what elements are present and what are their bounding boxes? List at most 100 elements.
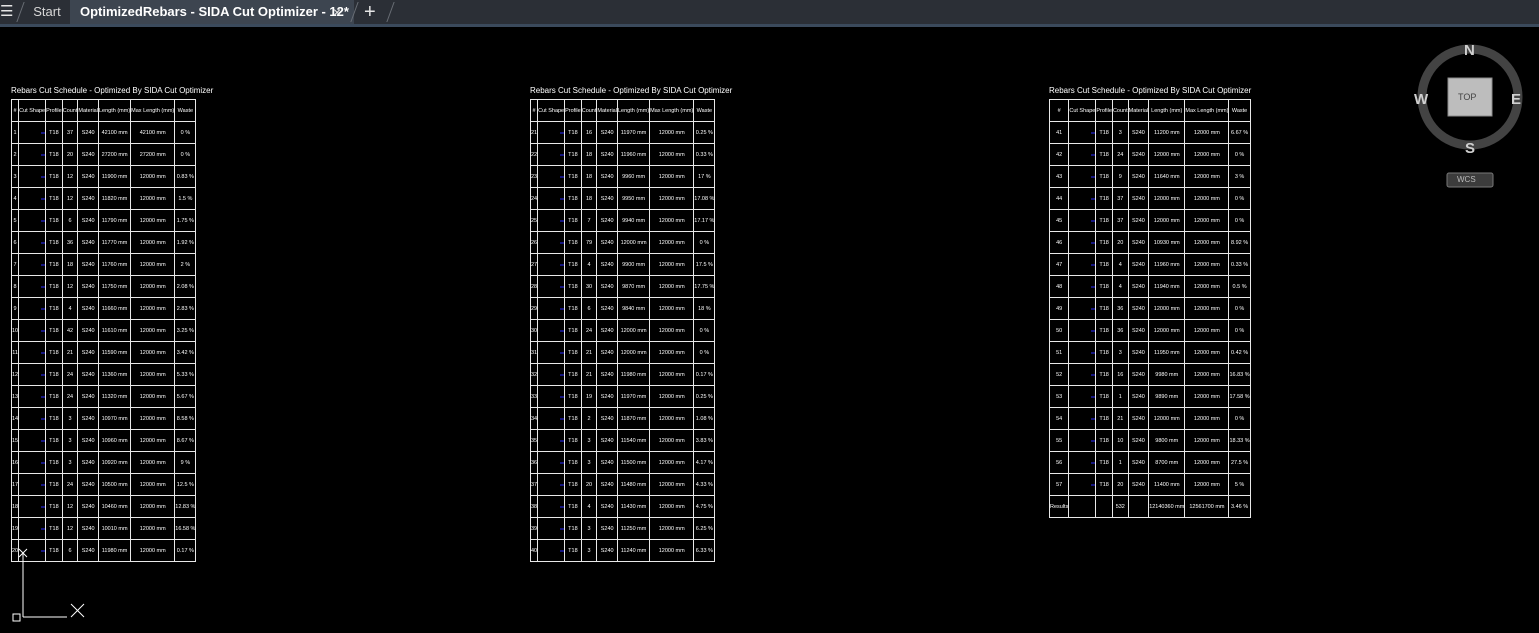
tab-active-drawing[interactable]: OptimizedRebars - SIDA Cut Optimizer - 1…: [70, 0, 354, 24]
table-row[interactable]: 17 10500mm 1500mm T18 24 S240 10500 mm 12000 mm…: [10, 473, 197, 496]
profile-cell: T18: [1095, 407, 1113, 430]
cut-shape: 9900mm 2100mm: [537, 253, 566, 276]
profile-cell: T18: [564, 429, 582, 452]
table-row[interactable]: 48 7040mm 4900mm 60mm T18 4 S240 11940 mm 12000 …: [1048, 275, 1251, 298]
table-row[interactable]: 20 9980mm 2000mm 20mm T18 6 S240 11980 mm 12000 …: [10, 539, 197, 562]
table-row[interactable]: 10 11610mm 390mm T18 42 S240 11610 mm 12000 mm 3…: [10, 319, 197, 342]
max-length-cell: 12000 mm: [1184, 275, 1230, 298]
table-row[interactable]: 3 11900mm 100mm T18 12 S240 11900 mm 12000 mm 0.…: [10, 165, 197, 188]
count-cell: 24: [61, 473, 79, 496]
table-row[interactable]: 29 9840mm 2160mm T18 6 S240 9840 mm 12000 mm 18 …: [529, 297, 716, 320]
table-row[interactable]: 22 9960mm 2000mm 40mm T18 18 S240 11960 mm 12000…: [529, 143, 716, 166]
cut-shape: 11590mm 410mm: [18, 341, 47, 364]
profile-cell: T18: [45, 473, 63, 496]
max-length-cell: 12000 mm: [649, 539, 695, 562]
table-row[interactable]: 1 42100mm T18 37 S240 42100 mm 42100 mm 0 %: [10, 121, 197, 144]
wcs-menu[interactable]: WCS: [1457, 175, 1476, 184]
table-row[interactable]: 28 9870mm 2130mm T18 30 S240 9870 mm 12000 mm 17…: [529, 275, 716, 298]
max-length-cell: 12000 mm: [1184, 253, 1230, 276]
view-cube-top-face[interactable]: TOP: [1458, 92, 1477, 102]
max-length-cell: 12000 mm: [1184, 231, 1230, 254]
table-row[interactable]: 15 10960mm 1040mm T18 3 S240 10960 mm 12000 mm 8…: [10, 429, 197, 452]
table-row[interactable]: 41 9000mm 2200mm 800mm T18 3 S240 11200 mm 12000…: [1048, 121, 1251, 144]
table-row[interactable]: 55 4900mm 4900mm 2200mm T18 10 S240 9800 mm 1200…: [1048, 429, 1251, 452]
table-row[interactable]: 52 4990mm 4990mm 2020mm T18 16 S240 9980 mm 1200…: [1048, 363, 1251, 386]
results-length: 12140360 mm: [1148, 495, 1186, 518]
table-row[interactable]: 9 11660mm 340mm T18 4 S240 11660 mm 12000 mm 2.8…: [10, 297, 197, 320]
count-cell: 3: [61, 451, 79, 474]
table-row[interactable]: 51 6950mm 4900mm 50mm T18 3 S240 11950 mm 12000 …: [1048, 341, 1251, 364]
profile-cell: T18: [564, 363, 582, 386]
length-cell: 9840 mm: [616, 297, 651, 320]
table-row[interactable]: 35 9340mm 2200mm 460mm T18 3 S240 11540 mm 12000…: [529, 429, 716, 452]
table-row[interactable]: 8 11750mm 250mm T18 12 S240 11750 mm 12000 mm 2.…: [10, 275, 197, 298]
table-row[interactable]: 2 27200mm T18 20 S240 27200 mm 27200 mm 0 %: [10, 143, 197, 166]
row-number: 57: [1048, 473, 1070, 496]
table-row[interactable]: 54 4900mm 4900mm 2200mm T18 21 S240 12000 mm 120…: [1048, 407, 1251, 430]
table-row[interactable]: 30 9830mm 2170mm T18 24 S240 12000 mm 12000 mm 0…: [529, 319, 716, 342]
table-row[interactable]: 21 9970mm 2000mm 30mm T18 16 S240 11970 mm 12000…: [529, 121, 716, 144]
table-row[interactable]: 5 11790mm 210mm T18 6 S240 11790 mm 12000 mm 1.7…: [10, 209, 197, 232]
table-row[interactable]: 46 7130mm 3800mm 1070mm T18 20 S240 10930 mm 120…: [1048, 231, 1251, 254]
table-row[interactable]: 40 9040mm 2200mm 760mm T18 3 S240 11240 mm 12000…: [529, 539, 716, 562]
material-cell: S240: [596, 407, 618, 430]
table-row[interactable]: 7 11760mm 240mm T18 18 S240 11760 mm 12000 mm 2 …: [10, 253, 197, 276]
table-row[interactable]: 27 9900mm 2100mm T18 4 S240 9900 mm 12000 mm 17.…: [529, 253, 716, 276]
material-cell: S240: [596, 143, 618, 166]
table-row[interactable]: 34 9670mm 2200mm 130mm T18 2 S240 11870 mm 12000…: [529, 407, 716, 430]
compass-west[interactable]: W: [1414, 91, 1429, 108]
table-row[interactable]: 14 10970mm 1030mm T18 3 S240 10970 mm 12000 mm 8…: [10, 407, 197, 430]
max-length-cell: 12000 mm: [130, 363, 176, 386]
count-cell: 4: [61, 297, 79, 320]
table-row[interactable]: 44 7770mm 4230mm T18 37 S240 12000 mm 12000 mm 0…: [1048, 187, 1251, 210]
table-row[interactable]: 43 7840mm 3800mm 360mm T18 9 S240 11640 mm 12000…: [1048, 165, 1251, 188]
table-row[interactable]: 38 9230mm 2200mm 570mm T18 4 S240 11430 mm 12000…: [529, 495, 716, 518]
row-number: 44: [1048, 187, 1070, 210]
table-row[interactable]: 57 3800mm 3800mm 3800mm 600mm T18 20 S240 11400 …: [1048, 473, 1251, 496]
max-length-cell: 12000 mm: [649, 275, 695, 298]
table-row[interactable]: 19 10010mm 1990mm T18 12 S240 10010 mm 12000 mm…: [10, 517, 197, 540]
column-header: Material: [77, 99, 99, 122]
table-row[interactable]: 23 9960mm 2040mm T18 18 S240 9960 mm 12000 mm 17…: [529, 165, 716, 188]
table-row[interactable]: 25 9940mm 2060mm T18 7 S240 9940 mm 12000 mm 17.…: [529, 209, 716, 232]
table-row[interactable]: 4 11820mm 180mm T18 12 S240 11820 mm 12000 mm 1.…: [10, 187, 197, 210]
waste-cell: 1.75 %: [174, 209, 197, 232]
table-row[interactable]: 37 9280mm 2200mm 520mm T18 20 S240 11480 mm 1200…: [529, 473, 716, 496]
compass-north[interactable]: N: [1464, 42, 1475, 59]
table-row[interactable]: 49 7010mm 4990mm T18 36 S240 12000 mm 12000 mm 0…: [1048, 297, 1251, 320]
count-cell: 20: [580, 473, 598, 496]
compass-east[interactable]: E: [1511, 91, 1522, 108]
schedule-title: Rebars Cut Schedule - Optimized By SIDA …: [1049, 86, 1252, 95]
table-row[interactable]: 13 11320mm 680mm T18 24 S240 11320 mm 12000 mm 5…: [10, 385, 197, 408]
table-row[interactable]: 47 7060mm 4900mm 40mm T18 4 S240 11960 mm 12000 …: [1048, 253, 1251, 276]
compass-south[interactable]: S: [1465, 140, 1476, 157]
table-row[interactable]: 6 11770mm 230mm T18 36 S240 11770 mm 12000 mm 1.…: [10, 231, 197, 254]
table-row[interactable]: 39 9050mm 2200mm 750mm T18 3 S240 11250 mm 12000…: [529, 517, 716, 540]
table-row[interactable]: 31 9680mm 2320mm T18 21 S240 12000 mm 12000 mm 0…: [529, 341, 716, 364]
table-row[interactable]: 56 4900mm 3800mm 3300mm T18 1 S240 8700 mm 12000…: [1048, 451, 1251, 474]
new-tab-icon[interactable]: +: [364, 1, 376, 23]
view-cube[interactable]: N S E W TOP WCS: [1414, 40, 1539, 200]
table-row[interactable]: 36 9300mm 2200mm 500mm T18 3 S240 11500 mm 12000…: [529, 451, 716, 474]
close-tab-icon[interactable]: ×: [333, 4, 342, 20]
menu-icon[interactable]: ☰: [0, 3, 14, 20]
table-row[interactable]: 26 9920mm 2080mm T18 79 S240 12000 mm 12000 mm 0…: [529, 231, 716, 254]
table-row[interactable]: 45 7190mm 4810mm T18 37 S240 12000 mm 12000 mm 0…: [1048, 209, 1251, 232]
count-cell: 24: [580, 319, 598, 342]
table-row[interactable]: 18 10460mm 1540mm T18 12 S240 10460 mm 12000 mm…: [10, 495, 197, 518]
row-number: 55: [1048, 429, 1070, 452]
table-row[interactable]: 42 8140mm 3860mm T18 24 S240 12000 mm 12000 mm 0…: [1048, 143, 1251, 166]
table-row[interactable]: 24 9950mm 2050mm T18 18 S240 9950 mm 12000 mm 17…: [529, 187, 716, 210]
table-row[interactable]: 16 10920mm 1080mm T18 3 S240 10920 mm 12000 mm 9…: [10, 451, 197, 474]
row-number: 18: [10, 495, 20, 518]
table-row[interactable]: 32 9680mm 2300mm 20mm T18 21 S240 11980 mm 12000…: [529, 363, 716, 386]
table-row[interactable]: 11 11590mm 410mm T18 21 S240 11590 mm 12000 mm 3…: [10, 341, 197, 364]
table-row[interactable]: 12 11360mm 640mm T18 24 S240 11360 mm 12000 mm 5…: [10, 363, 197, 386]
tab-start[interactable]: Start: [33, 4, 61, 19]
table-row[interactable]: 50 6980mm 5020mm T18 36 S240 12000 mm 12000 mm 0…: [1048, 319, 1251, 342]
table-row[interactable]: 33 9670mm 2300mm 30mm T18 19 S240 11970 mm 12000…: [529, 385, 716, 408]
results-waste: 3.46 %: [1228, 495, 1251, 518]
table-row[interactable]: 53 4900mm 4990mm 2110mm T18 1 S240 9890 mm 12000…: [1048, 385, 1251, 408]
